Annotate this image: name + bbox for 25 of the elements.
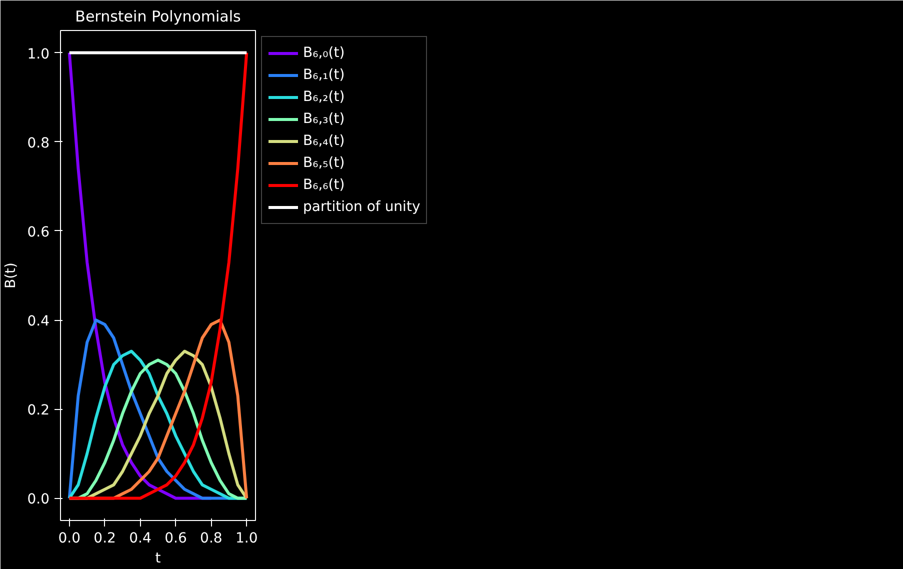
legend-label: B₆,₀(t)	[303, 44, 345, 63]
x-tick-label: 0.6	[164, 530, 187, 546]
y-tick-label: 0.2	[27, 402, 50, 419]
y-tick-label: 0.4	[27, 314, 50, 330]
y-tick-label: 0.0	[27, 492, 50, 508]
y-axis-title: B(t)	[3, 262, 20, 289]
legend-label: partition of unity	[303, 198, 420, 217]
line-series	[68, 318, 248, 500]
legend-label: B₆,₄(t)	[303, 132, 345, 151]
x-tick-label: 0.0	[58, 530, 80, 546]
y-tick-label: 1.0	[27, 46, 50, 62]
legend-label: B₆,₂(t)	[303, 88, 345, 107]
legend-label: B₆,₆(t)	[303, 176, 345, 195]
x-axis-title: t	[155, 550, 162, 566]
x-tick-label: 0.8	[200, 530, 222, 546]
x-tick-label: 0.2	[94, 530, 116, 546]
legend-label: B₆,₅(t)	[303, 154, 345, 173]
y-tick-label: 0.8	[27, 135, 50, 152]
chart-title: Bernstein Polynomials	[75, 8, 242, 26]
legend-label: B₆,₁(t)	[303, 66, 345, 85]
legend-label: B₆,₃(t)	[303, 110, 345, 129]
y-tick-label: 0.6	[27, 224, 50, 240]
line-series	[68, 51, 248, 500]
x-tick-label: 1.0	[236, 530, 258, 546]
x-tick-label: 0.4	[129, 530, 152, 546]
